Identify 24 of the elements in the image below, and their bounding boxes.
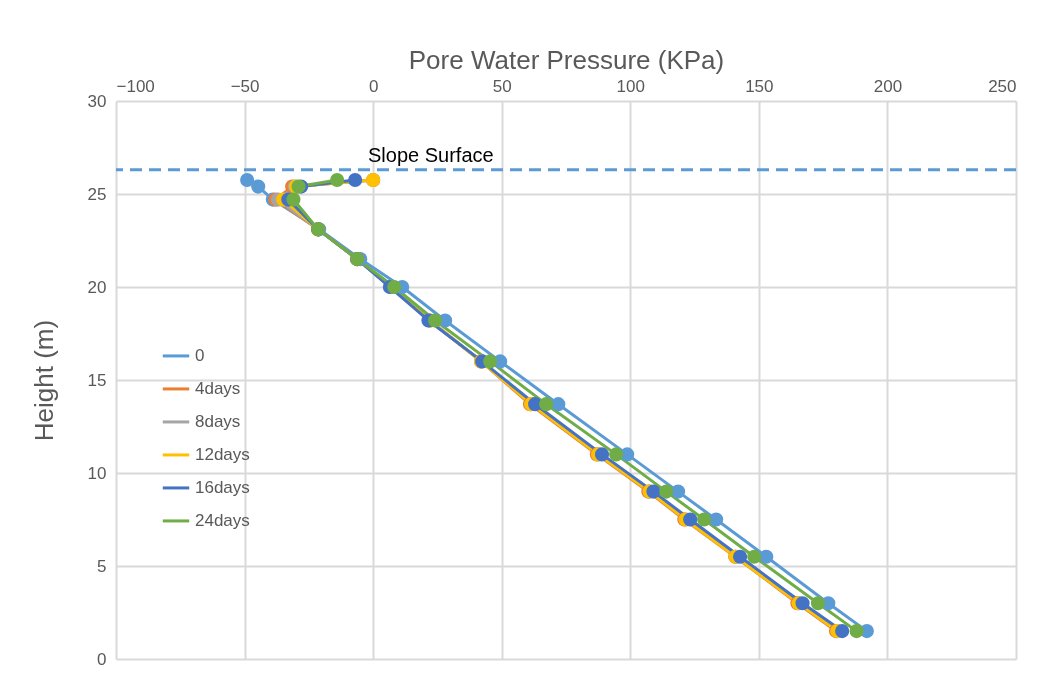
x-tick-label: 200 bbox=[873, 76, 903, 96]
x-tick-label: 250 bbox=[988, 76, 1017, 96]
x-tick-label: 50 bbox=[492, 76, 512, 96]
legend-label: 4days bbox=[195, 378, 241, 398]
x-axis-title: Pore Water Pressure (KPa) bbox=[408, 44, 725, 75]
y-tick-label: 10 bbox=[87, 463, 107, 483]
x-tick-label: −100 bbox=[116, 76, 155, 96]
y-tick-label: 20 bbox=[87, 277, 107, 297]
legend-label: 8days bbox=[195, 411, 241, 431]
y-tick-label: 15 bbox=[87, 370, 107, 390]
y-tick-label: 0 bbox=[97, 649, 107, 669]
y-axis-title: Height (m) bbox=[28, 319, 59, 442]
legend-label: 24days bbox=[195, 510, 250, 530]
x-tick-label: 0 bbox=[368, 76, 379, 96]
y-tick-label: 25 bbox=[87, 184, 107, 204]
y-tick-label: 30 bbox=[87, 91, 107, 111]
legend-label: 0 bbox=[195, 345, 205, 365]
x-tick-label: 150 bbox=[745, 76, 774, 96]
ref-line-label: Slope Surface bbox=[368, 143, 494, 166]
legend-label: 12days bbox=[195, 444, 250, 464]
legend-label: 16days bbox=[195, 477, 250, 497]
y-tick-label: 5 bbox=[97, 556, 107, 576]
x-tick-label: −50 bbox=[230, 76, 260, 96]
x-tick-label: 100 bbox=[616, 76, 645, 96]
